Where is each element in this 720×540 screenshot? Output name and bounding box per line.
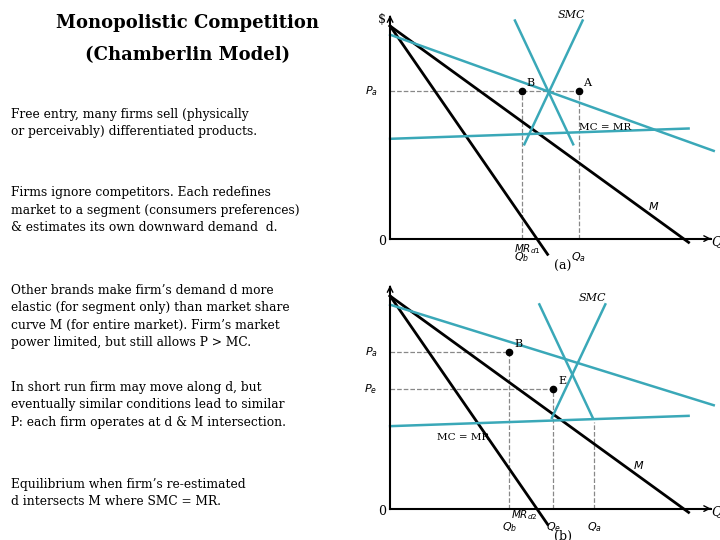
Text: 0: 0 [378,505,386,518]
Text: $Q_b$: $Q_b$ [514,251,530,264]
Text: Q: Q [712,235,720,248]
Text: SMC: SMC [578,293,606,303]
Text: In short run firm may move along d, but
eventually similar conditions lead to si: In short run firm may move along d, but … [12,381,287,429]
Text: $Q_e$: $Q_e$ [546,521,561,534]
Text: B: B [514,339,522,349]
Text: $P_a$: $P_a$ [364,84,377,98]
Text: A: A [583,78,591,88]
Text: $MR_{d2}$: $MR_{d2}$ [511,508,538,522]
Text: Free entry, many firms sell (physically
or perceivably) differentiated products.: Free entry, many firms sell (physically … [12,108,257,138]
Text: Other brands make firm’s demand d more
elastic (for segment only) than market sh: Other brands make firm’s demand d more e… [12,284,290,349]
Text: $Q_a$: $Q_a$ [587,521,602,534]
Text: (b): (b) [554,530,572,540]
Text: (Chamberlin Model): (Chamberlin Model) [85,46,289,64]
Text: $MR_{d1}$: $MR_{d1}$ [514,242,541,256]
Text: Q: Q [712,505,720,518]
Text: $P_e$: $P_e$ [364,382,377,396]
Text: $Q_b$: $Q_b$ [502,521,517,534]
Text: MC = MR: MC = MR [579,124,631,132]
Text: SMC: SMC [557,10,585,20]
Text: $M$: $M$ [648,200,660,212]
Text: $M$: $M$ [633,459,644,471]
Text: Firms ignore competitors. Each redefines
market to a segment (consumers preferen: Firms ignore competitors. Each redefines… [12,186,300,234]
Text: 0: 0 [378,235,386,248]
Text: (a): (a) [554,260,572,273]
Text: E: E [558,376,567,386]
Text: Monopolistic Competition: Monopolistic Competition [55,14,319,31]
Text: $Q_a$: $Q_a$ [571,251,586,264]
Text: B: B [527,78,535,88]
Text: $: $ [378,13,386,26]
Text: MC = MR: MC = MR [437,433,490,442]
Text: Equilibrium when firm’s re-estimated
d intersects M where SMC = MR.: Equilibrium when firm’s re-estimated d i… [12,478,246,508]
Text: $P_a$: $P_a$ [364,346,377,359]
